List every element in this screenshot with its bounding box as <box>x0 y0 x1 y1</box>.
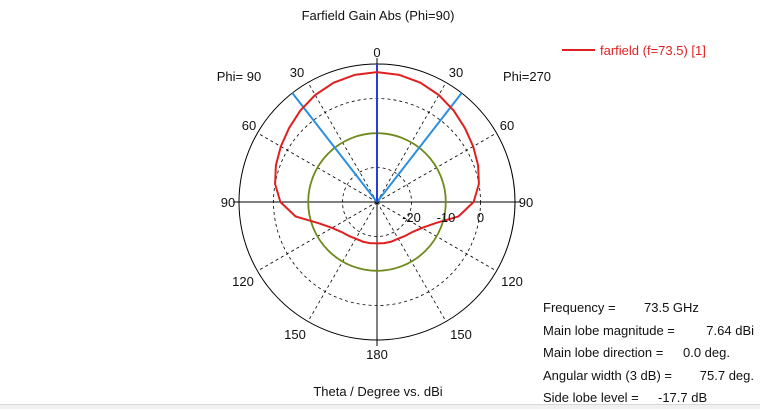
frequency-value: 73.5 GHz <box>644 300 699 315</box>
main-lobe-direction-row: Main lobe direction = 0.0 deg. <box>543 342 758 365</box>
angle-label-0: 0 <box>373 45 380 60</box>
angle-label-90-left: 90 <box>221 195 235 210</box>
angle-label-60-left: 60 <box>242 118 256 133</box>
legend-label-farfield: farfield (f=73.5) [1] <box>600 43 706 58</box>
angle-label-30-left: 30 <box>290 65 304 80</box>
angle-label-120-left: 120 <box>232 274 254 289</box>
radial-label: -10 <box>437 210 456 225</box>
window-bottom-edge <box>0 404 760 409</box>
results-panel: Frequency = 73.5 GHz Main lobe magnitude… <box>543 297 758 410</box>
angle-label-60-right: 60 <box>500 118 514 133</box>
angular-width-key: Angular width (3 dB) = <box>543 367 672 383</box>
angle-label-30-right: 30 <box>449 65 463 80</box>
angular-width-row: Angular width (3 dB) = 75.7 deg. <box>543 365 758 388</box>
side-lobe-level-row: Side lobe level = -17.7 dB <box>543 387 758 410</box>
pattern-curves <box>274 71 480 245</box>
pattern-markers <box>291 64 463 272</box>
beamwidth-line <box>376 92 463 203</box>
main-lobe-direction-key: Main lobe direction = <box>543 345 664 360</box>
series-line-farfield <box>274 71 480 245</box>
main-lobe-magnitude-key: Main lobe magnitude = <box>543 322 675 338</box>
radial-label: 0 <box>477 210 484 225</box>
angle-label-150-left: 150 <box>284 327 306 342</box>
angle-label-180: 180 <box>366 347 388 362</box>
x-axis-label: Theta / Degree vs. dBi <box>313 384 442 399</box>
angle-label-120-right: 120 <box>501 274 523 289</box>
frequency-row: Frequency = 73.5 GHz <box>543 297 758 320</box>
angle-label-150-right: 150 <box>450 327 472 342</box>
main-lobe-magnitude-row: Main lobe magnitude = 7.64 dBi <box>543 320 758 343</box>
main-lobe-magnitude-value: 7.64 dBi <box>706 322 754 338</box>
side-lobe-level-value: -17.7 dB <box>658 390 708 405</box>
angular-width-value: 75.7 deg. <box>699 367 754 383</box>
radial-label: -20 <box>402 210 421 225</box>
chart-title: Farfield Gain Abs (Phi=90) <box>302 8 455 23</box>
phi-right-label: Phi=270 <box>503 69 551 84</box>
main-lobe-direction-value: 0.0 deg. <box>683 345 730 360</box>
phi-left-label: Phi= 90 <box>217 69 261 84</box>
frequency-key: Frequency = <box>543 300 616 315</box>
side-lobe-level-key: Side lobe level = <box>543 390 639 405</box>
legend: farfield (f=73.5) [1] <box>562 43 706 58</box>
polar-labels: 0 30 30 60 60 90 90 120 120 150 150 180 -20 -10 0 <box>221 45 533 362</box>
beamwidth-line <box>291 92 378 203</box>
angle-label-90-right: 90 <box>519 195 533 210</box>
